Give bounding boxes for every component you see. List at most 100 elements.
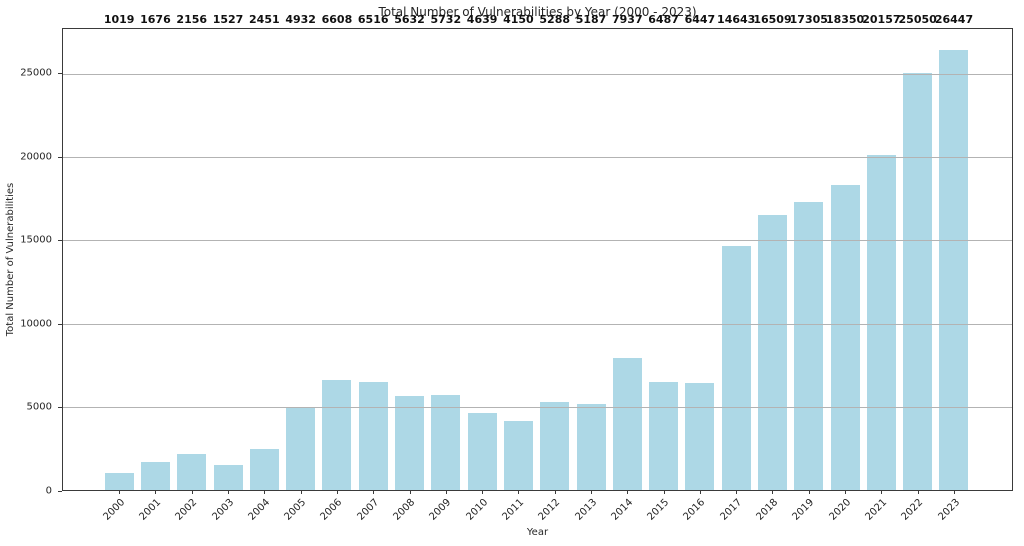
bar-2000: 1019 xyxy=(104,13,134,490)
y-tick-label: 0 xyxy=(45,485,52,497)
x-tick-label-text: 2010 xyxy=(464,497,490,523)
x-tick-mark xyxy=(300,490,302,494)
x-tick-mark xyxy=(445,490,447,494)
bar-value-label: 7937 xyxy=(611,13,643,26)
bar-value-label: 26447 xyxy=(934,13,974,26)
bar-slot-2010: 4639 2010 xyxy=(464,13,500,523)
y-tick-label: 5000 xyxy=(26,401,52,413)
x-tick-mark xyxy=(554,490,556,494)
y-axis-ticks: 0 5000 10000 15000 20000 25000 xyxy=(0,28,62,497)
x-tick-mark xyxy=(808,490,810,494)
y-tick-mark xyxy=(58,73,62,75)
bar-2009: 5732 xyxy=(431,13,461,490)
bar-2023: 26447 xyxy=(935,13,973,490)
bar-value-label: 14643 xyxy=(717,13,756,26)
x-tick-label-text: 2021 xyxy=(863,497,890,523)
x-tick-label-text: 2016 xyxy=(681,497,708,523)
x-tick-mark xyxy=(336,490,338,494)
bar-slot-2023: 26447 2023 xyxy=(935,13,973,523)
bar-slot-2019: 17305 2019 xyxy=(790,13,828,523)
bar-2014: 7937 xyxy=(612,13,643,490)
y-tick-mark xyxy=(58,323,62,325)
x-tick-mark xyxy=(518,490,520,494)
bar-slot-2018: 16509 2018 xyxy=(753,13,792,523)
x-tick-label-text: 2020 xyxy=(827,497,853,523)
x-tick-label-text: 2001 xyxy=(137,497,164,523)
bar-value-label: 1527 xyxy=(212,13,244,26)
x-tick-mark xyxy=(953,490,955,494)
y-tick-label: 10000 xyxy=(20,318,52,330)
bar-value-label: 6516 xyxy=(357,13,389,26)
x-tick-mark xyxy=(409,490,411,494)
x-tick-label-text: 2000 xyxy=(101,497,127,523)
x-tick-mark xyxy=(772,490,774,494)
x-tick-label-text: 2012 xyxy=(536,497,563,523)
bar-slot-2016: 6447 2016 xyxy=(682,13,718,523)
bar-slot-2022: 25050 2022 xyxy=(899,13,937,523)
x-tick-mark xyxy=(591,490,592,494)
x-tick-mark xyxy=(845,490,847,494)
x-tick-label-text: 2022 xyxy=(899,497,926,523)
x-tick-label-text: 2011 xyxy=(500,497,527,523)
bar-slot-2009: 5732 2009 xyxy=(428,13,464,523)
y-tick-mark xyxy=(58,491,62,492)
x-tick-label-text: 2015 xyxy=(645,497,672,523)
bar-2016: 6447 xyxy=(685,13,715,490)
x-tick-mark xyxy=(264,490,266,494)
y-tick-label: 20000 xyxy=(20,151,52,163)
bar-value-label: 6608 xyxy=(321,13,353,26)
bar-value-label: 17305 xyxy=(789,13,828,26)
bar-value-label: 5632 xyxy=(394,13,425,26)
bar-slot-2002: 2156 2002 xyxy=(174,13,210,523)
bar-value-label: 4639 xyxy=(466,13,498,26)
bar-value-label: 2156 xyxy=(176,13,208,26)
bar-slot-2012: 5288 2012 xyxy=(537,13,573,523)
bar-2005: 4932 xyxy=(285,13,316,490)
y-tick-mark xyxy=(58,240,62,242)
bar-slot-2004: 2451 2004 xyxy=(246,13,282,523)
bar-2001: 1676 xyxy=(140,13,171,490)
bar-2021: 20157 xyxy=(862,13,901,490)
bar-value-label: 4932 xyxy=(285,13,316,26)
x-tick-mark xyxy=(155,490,157,494)
y-tick-mark xyxy=(58,407,62,409)
bar-2004: 2451 xyxy=(249,13,280,490)
bar-2019: 17305 xyxy=(790,13,828,490)
x-tick-label-text: 2005 xyxy=(282,497,309,523)
bar-2007: 6516 xyxy=(358,13,389,490)
bar-slot-2014: 7937 2014 xyxy=(609,13,645,523)
x-tick-label-text: 2004 xyxy=(246,497,273,523)
bar-slot-2008: 5632 2008 xyxy=(391,13,427,523)
x-tick-mark xyxy=(663,490,665,494)
bar-2013: 5187 xyxy=(576,13,606,490)
bar-slot-2005: 4932 2005 xyxy=(282,13,318,523)
bar-value-label: 1019 xyxy=(103,13,135,26)
x-tick-mark xyxy=(482,490,484,494)
x-tick-label-text: 2017 xyxy=(718,497,744,523)
plot-area: 1019 2000 1676 2001 2156 2002 1527 2003 2451 2004… xyxy=(62,13,1013,523)
x-tick-mark xyxy=(119,490,121,494)
bar-value-label: 20157 xyxy=(862,13,901,26)
bar-value-label: 2451 xyxy=(249,13,280,26)
bar-2018: 16509 xyxy=(753,13,792,490)
chart-title: Total Number of Vulnerabilities by Year … xyxy=(378,5,697,19)
bar-2002: 2156 xyxy=(176,13,207,490)
bar-2003: 1527 xyxy=(213,13,243,490)
bar-2010: 4639 xyxy=(467,13,497,490)
x-tick-mark xyxy=(191,490,193,494)
bar-2022: 25050 xyxy=(899,13,937,490)
bar-value-label: 5187 xyxy=(575,13,607,26)
y-tick-label: 25000 xyxy=(20,67,52,79)
bar-2008: 5632 xyxy=(394,13,425,490)
x-tick-label-text: 2009 xyxy=(427,497,454,523)
bar-value-label: 6447 xyxy=(684,13,716,26)
x-tick-mark xyxy=(373,490,375,494)
x-tick-label-text: 2002 xyxy=(173,497,200,523)
bar-value-label: 6487 xyxy=(648,13,679,26)
bar-2015: 6487 xyxy=(648,13,679,490)
x-tick-mark xyxy=(228,490,230,494)
bar-value-label: 5288 xyxy=(539,13,571,26)
x-tick-label-text: 2013 xyxy=(573,497,599,523)
x-tick-label-text: 2007 xyxy=(355,497,381,523)
